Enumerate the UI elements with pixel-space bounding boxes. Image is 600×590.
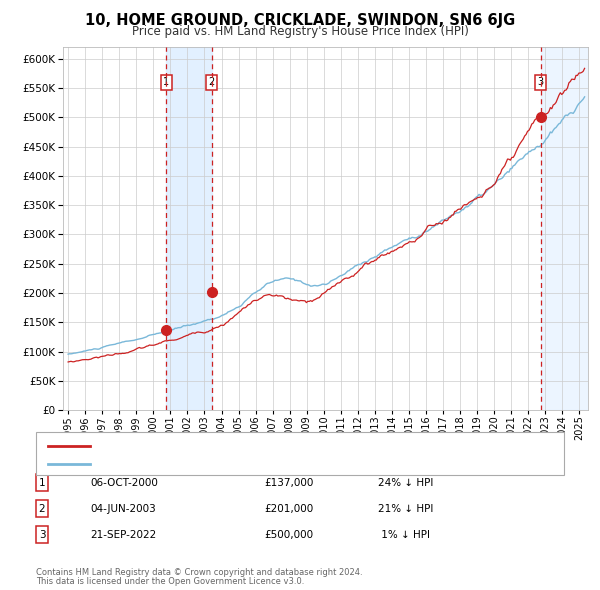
Text: 04-JUN-2003: 04-JUN-2003 bbox=[90, 504, 156, 513]
Text: 3: 3 bbox=[538, 77, 544, 87]
Text: 1: 1 bbox=[38, 478, 46, 487]
Text: 21-SEP-2022: 21-SEP-2022 bbox=[90, 530, 156, 539]
Text: Price paid vs. HM Land Registry's House Price Index (HPI): Price paid vs. HM Land Registry's House … bbox=[131, 25, 469, 38]
Text: 10, HOME GROUND, CRICKLADE, SWINDON, SN6 6JG (detached house): 10, HOME GROUND, CRICKLADE, SWINDON, SN6… bbox=[96, 441, 465, 451]
Text: £500,000: £500,000 bbox=[264, 530, 313, 539]
Text: 10, HOME GROUND, CRICKLADE, SWINDON, SN6 6JG: 10, HOME GROUND, CRICKLADE, SWINDON, SN6… bbox=[85, 13, 515, 28]
Text: Contains HM Land Registry data © Crown copyright and database right 2024.: Contains HM Land Registry data © Crown c… bbox=[36, 568, 362, 577]
Text: 1: 1 bbox=[163, 77, 170, 87]
Bar bbox=[166, 47, 212, 410]
Text: 21% ↓ HPI: 21% ↓ HPI bbox=[378, 504, 433, 513]
Text: 2: 2 bbox=[209, 77, 215, 87]
Text: £137,000: £137,000 bbox=[264, 478, 313, 487]
Text: This data is licensed under the Open Government Licence v3.0.: This data is licensed under the Open Gov… bbox=[36, 578, 304, 586]
Bar bbox=[541, 47, 588, 410]
Text: 06-OCT-2000: 06-OCT-2000 bbox=[90, 478, 158, 487]
Text: HPI: Average price, detached house, Wiltshire: HPI: Average price, detached house, Wilt… bbox=[96, 460, 335, 469]
Text: 24% ↓ HPI: 24% ↓ HPI bbox=[378, 478, 433, 487]
Text: 2: 2 bbox=[38, 504, 46, 513]
Text: £201,000: £201,000 bbox=[264, 504, 313, 513]
Text: 1% ↓ HPI: 1% ↓ HPI bbox=[378, 530, 430, 539]
Text: 3: 3 bbox=[38, 530, 46, 539]
